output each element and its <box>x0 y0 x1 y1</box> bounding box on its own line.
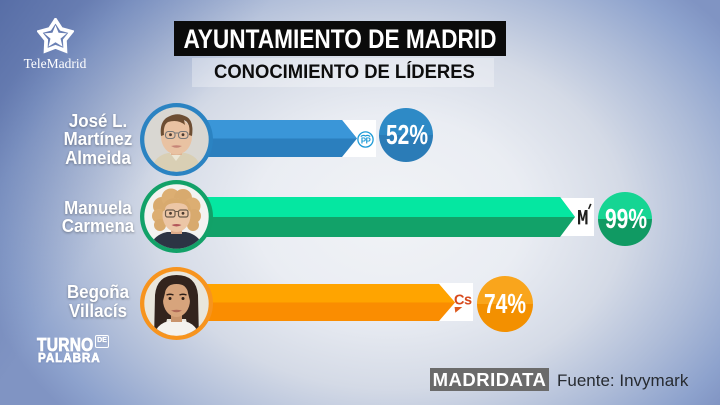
svg-text:Cs: Cs <box>454 293 472 309</box>
svg-text:PP: PP <box>361 137 371 146</box>
